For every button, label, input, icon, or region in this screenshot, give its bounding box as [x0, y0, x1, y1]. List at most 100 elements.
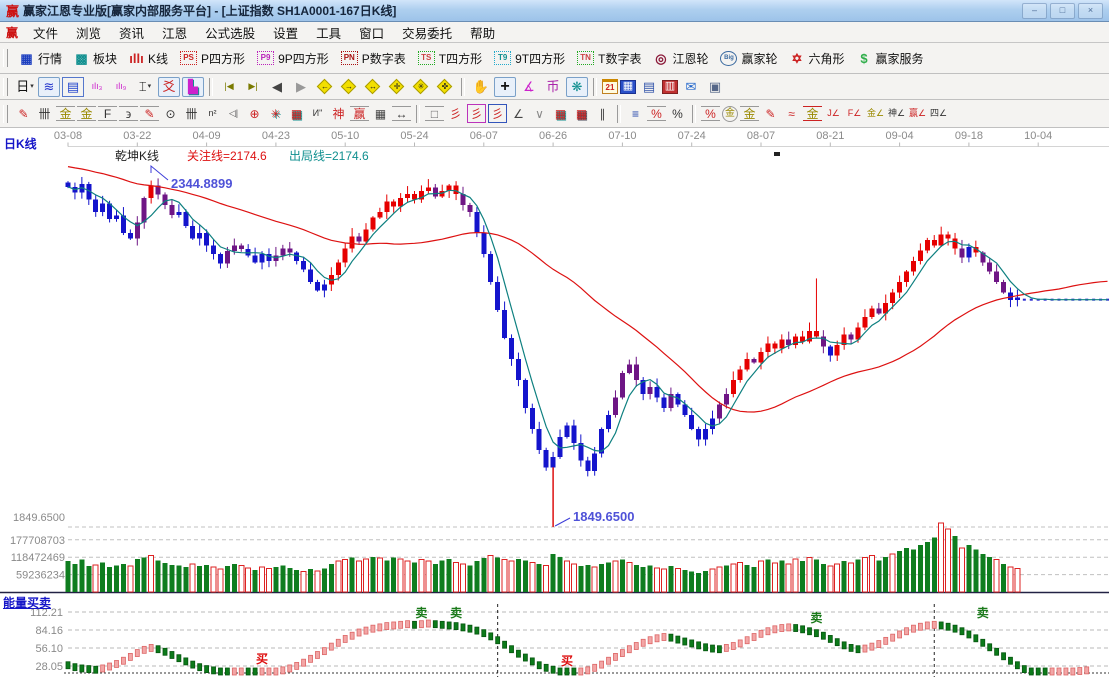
toolbar-button-p-digit-table[interactable]: PN P数字表 — [335, 50, 412, 67]
menu-item-gann[interactable]: 江恩 — [162, 26, 188, 41]
gold-circle-icon[interactable]: 金 — [722, 105, 738, 122]
toolbar-button-quotes[interactable]: ▦ 行情 — [13, 50, 68, 67]
toolbar-button-winner-wheel[interactable]: Big 赢家轮 — [714, 50, 783, 67]
percent-strike-icon[interactable]: % — [647, 106, 666, 121]
mini-bars-3-icon[interactable]: ılı₃ — [91, 81, 103, 91]
menu-item-trade-orders[interactable]: 交易委托 — [402, 26, 453, 41]
matrix-table-icon[interactable]: ▦ — [620, 79, 636, 94]
toolbar-button-winner-service[interactable]: $ 赢家服务 — [851, 50, 930, 67]
span-measure-icon[interactable]: ↔ — [392, 106, 411, 121]
menu-item-tools[interactable]: 工具 — [316, 26, 342, 41]
percent-ruler-icon[interactable]: % — [701, 106, 720, 121]
time-grid-icon[interactable]: ▦ — [575, 106, 588, 121]
chart-canvas[interactable]: 1849.6500 177708703 118472469 59236234 112.2… — [0, 127, 1109, 678]
trend-wave-icon[interactable]: ≋ — [38, 76, 60, 97]
gold-ruler3-icon[interactable]: 金 — [740, 106, 759, 121]
single-candle-icon[interactable]: ⌶ — [134, 77, 156, 97]
v-wave-icon[interactable]: ∨ — [535, 106, 544, 121]
time-cycle-icon[interactable]: ⊙ — [165, 106, 176, 121]
j-angle-icon[interactable]: J∠ — [827, 108, 840, 118]
toolbar-button-9p-square[interactable]: P9 9P四方形 — [251, 50, 335, 67]
gold-angle-icon[interactable]: 金∠ — [866, 108, 885, 118]
period-day-icon[interactable]: 日 — [14, 77, 36, 97]
toolbar-button-gann-wheel[interactable]: ◎ 江恩轮 — [647, 50, 714, 67]
n-wave-icon[interactable]: И" — [312, 108, 323, 118]
mail-globe-icon[interactable]: ✉ — [685, 79, 697, 94]
gann-money-icon[interactable]: 币 — [546, 79, 560, 94]
toolbar-button-sectors[interactable]: ▩ 板块 — [68, 50, 123, 67]
menu-item-news[interactable]: 资讯 — [119, 26, 145, 41]
diamond-hexpand-icon[interactable]: ↔ — [362, 77, 384, 97]
notebook-icon[interactable]: ▤ — [642, 79, 656, 94]
angle-rays-icon[interactable]: ∠ — [513, 106, 524, 121]
shen-angle-icon[interactable]: 神∠ — [887, 108, 906, 118]
arrow-right-icon[interactable]: ▶ — [296, 79, 306, 94]
si-angle-icon[interactable]: 四∠ — [929, 108, 948, 118]
arrow-left-icon[interactable]: ◀ — [272, 79, 282, 94]
toolbar-button-kline[interactable]: ıllı K线 — [123, 50, 174, 67]
gann-fan-icon[interactable]: 彡 — [449, 106, 462, 121]
brush-ruler-icon[interactable]: ✎ — [140, 106, 159, 121]
mini-bars-9-icon[interactable]: ılı₉ — [115, 81, 127, 91]
box-measure-icon[interactable]: □ — [425, 106, 444, 121]
diamond-right-arrow-icon[interactable]: → — [338, 77, 360, 97]
gold-band-icon[interactable]: 金 — [803, 106, 822, 121]
toolbar-button-hexagon[interactable]: ✡ 六角形 — [784, 50, 851, 67]
gann-grid-icon[interactable]: ▦ — [290, 106, 303, 121]
grid-123-icon[interactable]: ▦ — [374, 106, 387, 121]
ying-ruler-icon[interactable]: 赢 — [350, 106, 369, 121]
hand-tool-icon[interactable]: ✋ — [472, 79, 490, 94]
save-disk-icon[interactable]: ▥ — [662, 79, 678, 94]
minimize-button[interactable]: – — [1022, 2, 1047, 19]
f-angle-icon[interactable]: F∠ — [847, 108, 862, 118]
menu-item-help[interactable]: 帮助 — [470, 26, 496, 41]
gold-ruler2-icon[interactable]: 金 — [77, 106, 96, 121]
angle-flag-icon[interactable]: ◁| — [228, 108, 239, 118]
fan-box-blue-icon[interactable]: 彡 — [488, 104, 507, 123]
toolbar-button-t-digit-table[interactable]: TN T数字表 — [571, 50, 647, 67]
arc-ruler-icon[interactable]: ϶ — [119, 106, 138, 121]
goto-end-icon[interactable]: ▶| — [248, 81, 258, 91]
price-grid-icon[interactable]: ▦ — [554, 106, 567, 121]
red-wave-icon[interactable]: ≈ — [788, 106, 795, 121]
calendar-21-icon[interactable]: 21 — [602, 79, 618, 94]
kx-pattern-icon[interactable]: 爻 — [158, 76, 180, 97]
comb-lines-icon[interactable]: 卌 — [38, 106, 51, 121]
shen-tool-icon[interactable]: 神 — [332, 106, 345, 121]
goto-start-icon[interactable]: |◀ — [224, 81, 234, 91]
f-ruler-icon[interactable]: F — [98, 106, 117, 121]
maximize-button[interactable]: □ — [1050, 2, 1075, 19]
info-doc-icon[interactable]: ▤ — [62, 76, 84, 97]
menu-item-file[interactable]: 文件 — [33, 26, 59, 41]
toolbar-button-p-square[interactable]: PS P四方形 — [174, 50, 251, 67]
brush-bars-icon[interactable]: ✎ — [765, 106, 776, 121]
diamond-star-icon[interactable]: ✳ — [410, 77, 432, 97]
color-histogram-icon[interactable]: ▙ — [182, 76, 204, 97]
toolbar-divider — [617, 104, 621, 123]
gold-ruler-icon[interactable]: 金 — [56, 106, 75, 121]
fan-box-magenta-icon[interactable]: 彡 — [467, 104, 486, 123]
toolbar-button-t-square[interactable]: TS T四方形 — [412, 50, 488, 67]
percent-icon[interactable]: % — [672, 106, 683, 121]
ying-angle-icon[interactable]: 赢∠ — [908, 108, 927, 118]
diamond-cross-icon[interactable]: ✛ — [386, 77, 408, 97]
close-button[interactable]: × — [1078, 2, 1103, 19]
menu-item-formula-stock-picking[interactable]: 公式选股 — [205, 26, 256, 41]
comb2-lines-icon[interactable]: 卌 — [185, 106, 198, 121]
diamond-left-arrow-icon[interactable]: ← — [314, 77, 336, 97]
angle-measure-icon[interactable]: ∡ — [523, 79, 535, 94]
n-square-icon[interactable]: n² — [208, 108, 217, 118]
crosshair-icon[interactable]: + — [494, 76, 516, 97]
toolbar-button-9t-square[interactable]: T9 9T四方形 — [488, 50, 571, 67]
diamond-plus-icon[interactable]: ✜ — [434, 77, 456, 97]
brush-icon[interactable]: ✎ — [18, 106, 29, 121]
parallel-lines-icon[interactable]: ∥ — [599, 106, 606, 121]
menu-item-window[interactable]: 窗口 — [359, 26, 385, 41]
workstation-icon[interactable]: ▣ — [708, 79, 722, 94]
ratio-list-icon[interactable]: ≡ — [631, 106, 639, 121]
menu-item-settings[interactable]: 设置 — [273, 26, 299, 41]
gann-target-icon[interactable]: ⊕ — [249, 106, 260, 121]
gann-star-icon[interactable]: ✳ — [270, 106, 281, 121]
smart-brain-icon[interactable]: ❋ — [566, 76, 588, 97]
menu-item-view[interactable]: 浏览 — [76, 26, 102, 41]
